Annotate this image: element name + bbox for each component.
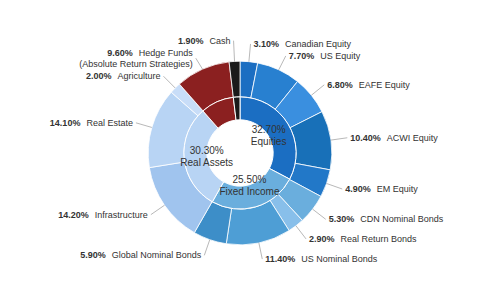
slice-label: 7.70% US Equity: [289, 51, 361, 61]
slice-label: 14.20% Infrastructure: [58, 210, 148, 220]
category-label: US Nominal Bonds: [301, 254, 378, 264]
slice: [212, 168, 289, 209]
connector: [151, 205, 165, 214]
slice-label: 1.90% Cash: [178, 36, 231, 46]
category-label: Real Assets: [180, 157, 233, 168]
ring-label: 30.30%Real Assets: [180, 145, 233, 168]
slice-label: 5.30% CDN Nominal Bonds: [329, 214, 444, 224]
value-label: 9.60%: [107, 48, 133, 58]
slice: [233, 97, 240, 120]
connector: [279, 56, 286, 70]
connector: [259, 243, 262, 259]
ring-label: 32.70%Equities: [251, 124, 287, 147]
labels: 3.10% Canadian Equity 7.70% US Equity 6.80% E…: [50, 36, 444, 264]
connector: [163, 76, 175, 88]
ring: [148, 61, 332, 245]
connector: [233, 41, 235, 62]
category-label: Infrastructure: [95, 210, 148, 220]
slice: [290, 112, 332, 170]
connector: [296, 226, 306, 239]
value-label: 7.70%: [289, 51, 315, 61]
slice-label: 9.60% Hedge Funds(Absolute Return Strateg…: [79, 48, 193, 69]
value-label: 5.90%: [80, 250, 106, 260]
slice-label: 5.90% Global Nominal Bonds: [80, 250, 202, 260]
connector: [327, 183, 343, 189]
slice: [203, 97, 236, 128]
slice-label: 14.10% Real Estate: [50, 118, 133, 128]
value-label: 2.00%: [86, 71, 112, 81]
connectors: [136, 41, 347, 259]
slices: [148, 61, 332, 245]
connector: [313, 209, 326, 219]
category-label: Real Return Bonds: [341, 234, 418, 244]
category-label: Agriculture: [117, 71, 160, 81]
category-label: Cash: [210, 36, 231, 46]
category-label: EM Equity: [377, 184, 419, 194]
category-label: ACWI Equity: [387, 133, 439, 143]
category-label: (Absolute Return Strategies): [79, 59, 193, 69]
connector: [136, 123, 152, 128]
value-label: 32.70%: [252, 124, 286, 135]
chart: 3.10% Canadian Equity 7.70% US Equity 6.80% E…: [0, 0, 480, 306]
slice-label: 11.40% US Nominal Bonds: [265, 254, 378, 264]
category-label: Hedge Funds: [139, 48, 194, 58]
ring-label: 25.50%Fixed Income: [219, 174, 279, 197]
category-label: Canadian Equity: [285, 39, 352, 49]
value-label: 3.10%: [254, 39, 280, 49]
value-label: 5.30%: [329, 214, 355, 224]
category-label: US Equity: [320, 51, 361, 61]
slice-label: 10.40% ACWI Equity: [350, 133, 438, 143]
slice-label: 2.00% Agriculture: [86, 71, 161, 81]
value-label: 2.90%: [309, 234, 335, 244]
slice: [240, 97, 296, 179]
value-label: 10.40%: [350, 133, 381, 143]
value-label: 6.80%: [327, 80, 353, 90]
category-label: Equities: [251, 136, 287, 147]
category-label: Real Estate: [86, 118, 133, 128]
category-label: Global Nominal Bonds: [112, 250, 202, 260]
slice-label: 3.10% Canadian Equity: [254, 39, 352, 49]
value-label: 30.30%: [190, 145, 224, 156]
connector: [331, 138, 347, 140]
value-label: 4.90%: [345, 184, 371, 194]
category-label: Fixed Income: [219, 186, 279, 197]
plot: 3.10% Canadian Equity 7.70% US Equity 6.80% E…: [50, 36, 444, 264]
connector: [311, 85, 324, 95]
category-label: EAFE Equity: [359, 80, 411, 90]
value-label: 14.10%: [50, 118, 81, 128]
slice: [229, 61, 240, 97]
connector: [204, 240, 209, 256]
slice-label: 6.80% EAFE Equity: [327, 80, 410, 90]
connector: [196, 58, 203, 69]
category-label: CDN Nominal Bonds: [360, 214, 444, 224]
connector: [249, 44, 251, 62]
value-label: 11.40%: [265, 254, 295, 264]
slice-label: 4.90% EM Equity: [345, 184, 418, 194]
slice-label: 2.90% Real Return Bonds: [309, 234, 417, 244]
value-label: 25.50%: [232, 174, 266, 185]
value-label: 14.20%: [58, 210, 89, 220]
ring: [184, 97, 296, 209]
value-label: 1.90%: [178, 36, 204, 46]
